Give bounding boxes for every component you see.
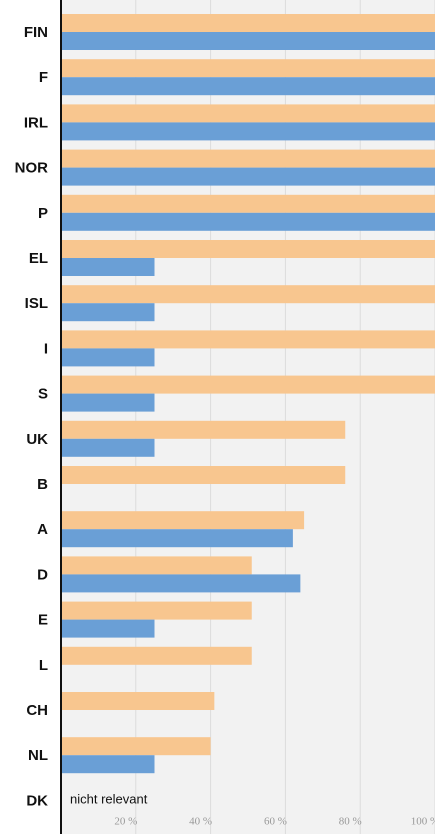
bar: [61, 619, 155, 638]
bar: [61, 104, 435, 123]
bar: [61, 511, 305, 530]
x-tick-label: 40 %: [189, 816, 212, 828]
x-tick-label: 80 %: [339, 816, 362, 828]
x-tick-label: 60 %: [264, 816, 287, 828]
bar: [61, 258, 155, 276]
y-tick-label: UK: [26, 431, 48, 448]
x-tick-label: 100 %: [411, 816, 435, 828]
bar: [61, 438, 155, 457]
y-tick-label: IRL: [24, 114, 48, 131]
bar: [61, 330, 435, 349]
bar: [61, 240, 435, 258]
bar: [61, 303, 155, 322]
bar: [61, 646, 252, 665]
bar: [61, 393, 155, 412]
bar: [61, 285, 435, 304]
bar: [61, 755, 155, 774]
x-tick-label: 20 %: [114, 816, 137, 828]
y-tick-label: S: [38, 386, 48, 403]
bar: [61, 14, 435, 32]
y-tick-label: EL: [29, 250, 48, 267]
bar: [61, 32, 435, 50]
bar: [61, 59, 435, 78]
bar: [61, 574, 301, 593]
y-tick-label: DK: [26, 792, 48, 809]
y-tick-label: L: [39, 657, 48, 674]
bar: [61, 77, 435, 96]
bar: [61, 149, 435, 168]
bar: [61, 348, 155, 367]
y-tick-label: ISL: [25, 295, 48, 312]
y-tick-label: A: [37, 521, 48, 538]
bar: [61, 529, 293, 548]
bar: [61, 212, 435, 231]
bar: [61, 122, 435, 141]
y-tick-label: D: [37, 566, 48, 583]
bar: [61, 737, 211, 756]
y-tick-label: NOR: [15, 160, 49, 177]
bar: [61, 375, 435, 394]
bar: [61, 601, 252, 620]
y-tick-label: P: [38, 205, 48, 222]
y-tick-label: NL: [28, 747, 48, 764]
bar: [61, 194, 435, 213]
y-tick-label: F: [39, 69, 48, 86]
annotation: nicht relevant: [70, 791, 148, 806]
y-tick-label: E: [38, 612, 48, 629]
y-tick-label: B: [37, 476, 48, 493]
bar: [61, 556, 252, 575]
y-tick-label: FIN: [24, 24, 48, 41]
bar: [61, 167, 435, 186]
y-tick-label: I: [44, 340, 48, 357]
bars: [61, 14, 435, 774]
y-tick-label: CH: [26, 702, 48, 719]
bar: [61, 420, 346, 439]
bar: [61, 466, 346, 484]
bar: [61, 692, 215, 710]
